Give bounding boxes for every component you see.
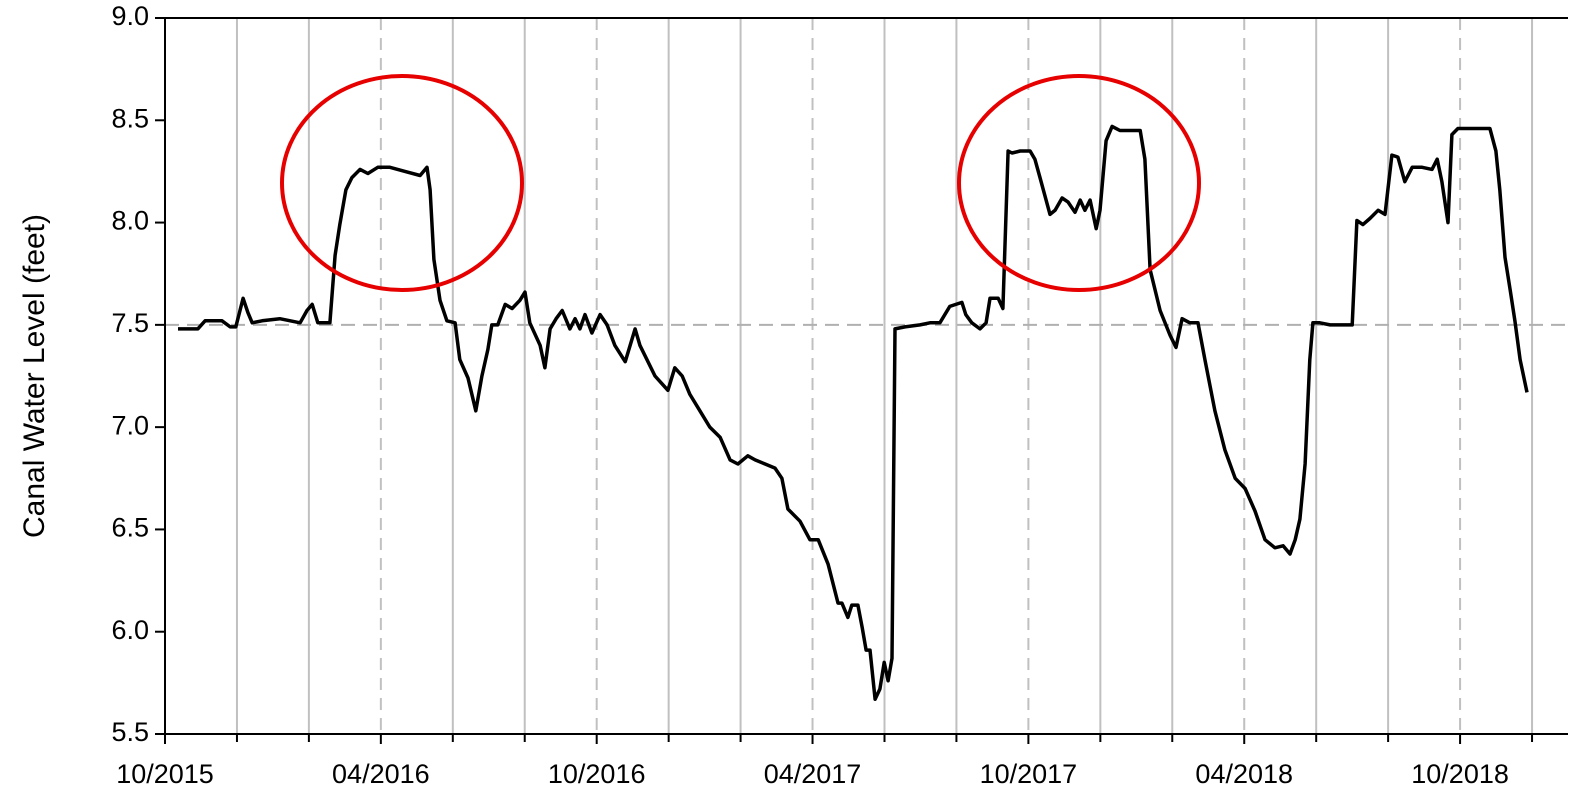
y-tick-label: 8.0	[111, 206, 149, 236]
y-tick-label: 8.5	[111, 103, 149, 133]
x-tick-label: 10/2017	[980, 759, 1078, 789]
x-tick-label: 04/2016	[332, 759, 430, 789]
y-tick-label: 6.5	[111, 513, 149, 543]
highlight-circle	[957, 74, 1201, 292]
y-tick-label: 7.5	[111, 308, 149, 338]
y-tick-label: 5.5	[111, 717, 149, 747]
y-tick-label: 6.0	[111, 615, 149, 645]
x-tick-label: 10/2016	[548, 759, 646, 789]
marks	[178, 124, 1529, 701]
x-tick-label: 10/2018	[1411, 759, 1509, 789]
y-axis-label: Canal Water Level (feet)	[18, 214, 51, 538]
highlight-circle	[280, 74, 524, 292]
data-line	[178, 124, 1529, 701]
x-tick-label: 04/2018	[1195, 759, 1293, 789]
y-tick-label: 9.0	[111, 1, 149, 31]
x-tick-label: 10/2015	[116, 759, 214, 789]
grid	[155, 17, 1568, 744]
y-tick-label: 7.0	[111, 410, 149, 440]
x-tick-label: 04/2017	[764, 759, 862, 789]
